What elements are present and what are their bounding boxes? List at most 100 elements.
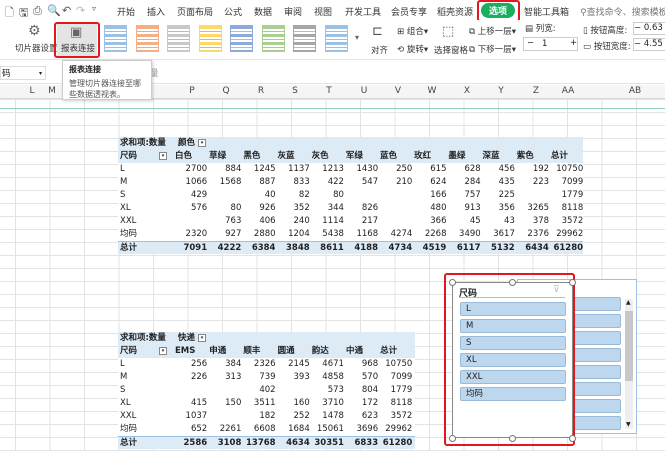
pivot-table-color[interactable]: 求和项:数量 颜色 ▾ 尺码 ▾ 白色 草绿 黑色 灰蓝 灰色 军绿 蓝色 玫红 墨绿 深蓝 紫色 总计 L 270… [118, 137, 583, 254]
rotate-button[interactable]: ⟲ 旋转▾ [397, 45, 429, 55]
tab-data[interactable]: 数据 [254, 8, 273, 18]
slicer-style-option[interactable] [198, 25, 222, 52]
resize-handle[interactable] [509, 279, 516, 286]
scroll-down-icon[interactable]: ▼ [626, 421, 631, 428]
column-header[interactable]: Z [532, 86, 540, 96]
resize-handle[interactable] [449, 279, 456, 286]
column-header[interactable]: L [29, 86, 35, 96]
column-header[interactable]: V [394, 86, 402, 96]
slicer-item[interactable]: 均码 [460, 387, 566, 401]
total-cell: 61280 [382, 438, 413, 448]
customize-icon[interactable]: ▿ [92, 4, 97, 13]
slicer-size[interactable]: 尺码 ⊽ L M S XL XXL 均码 [452, 282, 573, 438]
group-button[interactable]: ⊞ 组合▾ [397, 27, 429, 37]
resize-handle[interactable] [569, 435, 576, 442]
columns-stepper[interactable]: − 1 + [523, 37, 578, 51]
search-command[interactable]: ⚲查找命令、搜索模板 [580, 8, 665, 18]
file-icon[interactable]: 🗋 [5, 6, 14, 19]
selection-pane-button[interactable]: 选择窗格 [434, 46, 469, 56]
pivot-row[interactable]: XXL 763 406 240 1114 217 366 45 43 378 3572 [118, 215, 583, 228]
clear-filter-icon[interactable]: ⊽ [553, 285, 560, 295]
tab-docer[interactable]: 稻壳资源 [437, 8, 474, 18]
scrollbar[interactable]: ▲ ▼ [625, 299, 633, 429]
column-header[interactable]: Y [498, 86, 504, 96]
report-connections-button[interactable]: ▣ 报表连接 [57, 24, 97, 56]
scroll-up-icon[interactable]: ▲ [626, 299, 631, 306]
tab-insert[interactable]: 插入 [147, 8, 166, 18]
redo-icon[interactable]: ↷ [76, 4, 86, 17]
send-backward-button[interactable]: ⧉ 下移一层▾ [469, 45, 517, 55]
column-header[interactable]: R [257, 86, 265, 96]
tab-view[interactable]: 视图 [314, 8, 333, 18]
tab-member[interactable]: 会员专享 [391, 8, 428, 18]
resize-handle[interactable] [449, 435, 456, 442]
resize-handle[interactable] [569, 279, 576, 286]
tab-smart-toolbox[interactable]: 智能工具箱 [524, 8, 570, 18]
pivot-row[interactable]: XL 415 150 3511 160 3710 172 8118 [118, 397, 412, 410]
column-header[interactable]: T [326, 86, 332, 96]
slicer-style-option[interactable] [261, 25, 285, 52]
slicer-item[interactable]: XL [460, 353, 566, 367]
column-header[interactable]: U [360, 86, 368, 96]
button-width-input[interactable]: − 4.55 [633, 38, 665, 51]
pivot-row[interactable]: S 429 40 82 80 166 757 225 1779 [118, 189, 583, 202]
pivot-row-field[interactable]: 尺码 ▾ [118, 345, 173, 358]
slicer-item[interactable]: XXL [460, 370, 566, 384]
filter-dropdown-icon[interactable]: ▾ [159, 151, 168, 160]
pivot-column-field[interactable]: 快递 ▾ [178, 332, 228, 345]
filter-dropdown-icon[interactable]: ▾ [159, 346, 168, 355]
name-box[interactable]: 码 ▾ [0, 66, 46, 80]
column-header[interactable]: S [292, 86, 298, 96]
column-header[interactable]: M [48, 86, 56, 96]
column-header[interactable]: AB [628, 86, 642, 96]
tab-home[interactable]: 开始 [117, 8, 136, 18]
align-button[interactable]: 对齐 [371, 46, 389, 56]
column-header[interactable]: AA [561, 86, 575, 96]
pivot-row[interactable]: XL 576 80 926 352 344 826 480 913 356 3265 8118 [118, 202, 583, 215]
pivot-row[interactable]: S 402 573 804 1779 [118, 384, 412, 397]
slicer-settings-button[interactable]: 切片器设置 [15, 44, 58, 54]
tab-formulas[interactable]: 公式 [224, 8, 243, 18]
column-header[interactable]: Q [222, 86, 230, 96]
pivot-row[interactable]: 均码 652 2261 6608 1684 15061 3696 29962 [118, 423, 412, 436]
decrement-button[interactable]: − [527, 38, 535, 48]
button-height-input[interactable]: − 0.63 [633, 22, 665, 35]
filter-dropdown-icon[interactable]: ▾ [198, 333, 207, 342]
slicer-style-option[interactable] [230, 25, 253, 52]
pivot-row[interactable]: XXL 1037 182 252 1478 623 3572 [118, 410, 412, 423]
slicer-style-option[interactable] [135, 25, 159, 52]
tab-options[interactable]: 选项 [481, 3, 516, 18]
slicer-style-option[interactable] [167, 25, 190, 52]
column-header[interactable]: W [427, 86, 437, 96]
column-header[interactable]: X [463, 86, 471, 96]
pivot-column-field[interactable]: 颜色 ▾ [178, 137, 228, 150]
pivot-table-courier[interactable]: 求和项:数量 快递 ▾ 尺码 ▾ EMS 申通 顺丰 圆通 韵达 中通 总计 L 256 384 2326 21… [118, 332, 415, 449]
pivot-row-field[interactable]: 尺码 ▾ [118, 150, 173, 163]
slicer-style-option[interactable] [293, 25, 316, 52]
tab-page-layout[interactable]: 页面布局 [177, 8, 214, 18]
preview-icon[interactable]: 🔍 [47, 4, 61, 17]
pivot-row[interactable]: 均码 2320 927 2880 1204 5438 1168 4274 2268 3490 361… [118, 228, 583, 241]
scrollbar-thumb[interactable] [625, 311, 633, 381]
pivot-row[interactable]: M 1066 1568 887 833 422 547 210 624 284 435 223 7099 [118, 176, 583, 189]
print-icon[interactable]: ⎙ [33, 4, 42, 17]
pivot-row[interactable]: L 2700 884 1245 1137 1213 1430 250 615 628 456 192 1… [118, 163, 583, 176]
slicer-item[interactable]: L [460, 302, 566, 316]
slicer-style-option[interactable] [104, 25, 127, 52]
more-styles-icon[interactable]: ▾ [355, 33, 360, 42]
pivot-row[interactable]: M 226 313 739 393 4858 570 7099 [118, 371, 412, 384]
save-icon[interactable]: 🖫 [19, 6, 29, 19]
tab-developer[interactable]: 开发工具 [345, 8, 382, 18]
column-header[interactable]: P [189, 86, 195, 96]
pivot-row[interactable]: L 256 384 2326 2145 4671 968 10750 [118, 358, 412, 371]
resize-handle[interactable] [509, 435, 516, 442]
slicer-item[interactable]: M [460, 319, 566, 333]
increment-button[interactable]: + [570, 38, 578, 48]
undo-icon[interactable]: ↶ [62, 4, 72, 17]
filter-dropdown-icon[interactable]: ▾ [198, 138, 207, 147]
tab-review[interactable]: 审阅 [284, 8, 303, 18]
slicer-style-option[interactable] [324, 25, 348, 52]
bring-forward-button[interactable]: ⧉ 上移一层▾ [469, 27, 517, 37]
slicer-item[interactable]: S [460, 336, 566, 350]
formula-input[interactable]: 量 [150, 69, 159, 79]
